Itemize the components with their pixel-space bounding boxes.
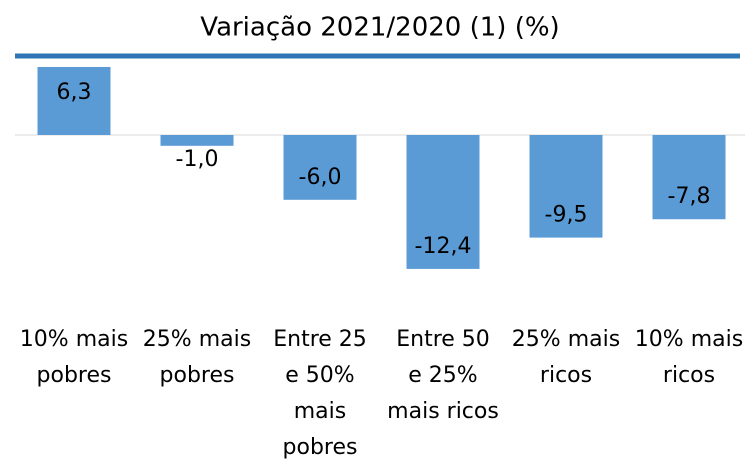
x-tick-label: ricos <box>663 363 715 388</box>
bar <box>406 135 480 269</box>
x-tick-label: e 25% <box>408 363 477 388</box>
data-label: -6,0 <box>299 165 342 190</box>
x-tick-label: mais <box>294 399 347 424</box>
chart-title: Variação 2021/2020 (1) (%) <box>200 13 559 43</box>
x-tick-label: 25% mais <box>143 327 251 352</box>
bar <box>37 66 111 135</box>
data-label: -9,5 <box>545 203 588 228</box>
x-tick-label: pobres <box>283 435 358 460</box>
data-label: 6,3 <box>57 80 92 105</box>
data-label: -1,0 <box>176 147 219 172</box>
bar <box>652 135 726 220</box>
x-tick-label: e 50% <box>285 363 354 388</box>
bar <box>529 135 603 238</box>
x-tick-label: ricos <box>540 363 592 388</box>
x-tick-label: Entre 25 <box>273 327 367 352</box>
x-tick-label: 25% mais <box>512 327 620 352</box>
x-tick-label: 10% mais <box>635 327 743 352</box>
x-tick-label: Entre 50 <box>396 327 490 352</box>
bar <box>283 135 357 200</box>
data-label: -7,8 <box>668 184 711 209</box>
x-tick-label: mais ricos <box>387 399 499 424</box>
bar <box>160 135 234 146</box>
x-tick-label: pobres <box>37 363 112 388</box>
data-label: -12,4 <box>415 234 472 259</box>
x-tick-label: 10% mais <box>20 327 128 352</box>
x-tick-label: pobres <box>160 363 235 388</box>
